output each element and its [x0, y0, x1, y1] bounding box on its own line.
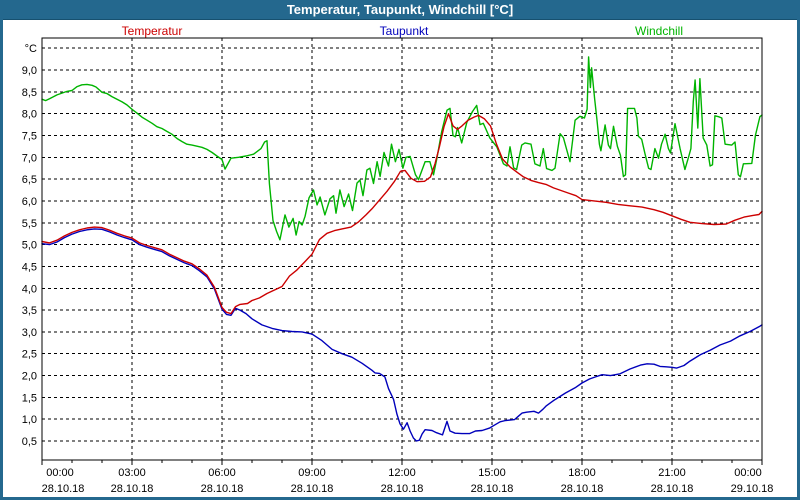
svg-text:15:00: 15:00	[478, 467, 506, 479]
svg-text:09:00: 09:00	[298, 467, 326, 479]
svg-text:2,0: 2,0	[22, 371, 37, 383]
legend-item-temperatur: Temperatur	[121, 24, 183, 38]
window-titlebar[interactable]: Temperatur, Taupunkt, Windchill [°C]	[3, 0, 797, 20]
svg-text:2,5: 2,5	[22, 349, 37, 361]
svg-text:00:00: 00:00	[46, 467, 74, 479]
svg-text:5,0: 5,0	[22, 240, 37, 252]
svg-text:21:00: 21:00	[658, 467, 686, 479]
svg-text:28.10.18: 28.10.18	[651, 483, 694, 495]
svg-text:28.10.18: 28.10.18	[561, 483, 604, 495]
svg-text:3,0: 3,0	[22, 327, 37, 339]
svg-text:0,5: 0,5	[22, 436, 37, 448]
svg-text:29.10.18: 29.10.18	[731, 483, 774, 495]
axis-layer	[41, 37, 763, 465]
svg-text:8,5: 8,5	[22, 87, 37, 99]
window-title: Temperatur, Taupunkt, Windchill [°C]	[286, 2, 514, 17]
grid-layer	[42, 38, 762, 460]
svg-text:28.10.18: 28.10.18	[471, 483, 514, 495]
legend-item-taupunkt: Taupunkt	[379, 24, 429, 38]
svg-text:5,5: 5,5	[22, 218, 37, 230]
svg-text:28.10.18: 28.10.18	[42, 483, 85, 495]
svg-text:6,5: 6,5	[22, 174, 37, 186]
svg-text:1,0: 1,0	[22, 414, 37, 426]
svg-text:6,0: 6,0	[22, 196, 37, 208]
svg-text:3,5: 3,5	[22, 305, 37, 317]
svg-text:7,5: 7,5	[22, 130, 37, 142]
svg-text:12:00: 12:00	[388, 467, 416, 479]
svg-text:4,5: 4,5	[22, 261, 37, 273]
svg-text:7,0: 7,0	[22, 152, 37, 164]
svg-text:°C: °C	[25, 43, 37, 55]
svg-text:03:00: 03:00	[118, 467, 146, 479]
svg-text:28.10.18: 28.10.18	[111, 483, 154, 495]
svg-text:9,0: 9,0	[22, 65, 37, 77]
axis-labels: °C 9,0 8,5 8,0 7,5 7,0 6,5 6,0 5,5 5,0 4,5 4,0 3,5 3,…	[22, 43, 774, 495]
svg-text:4,0: 4,0	[22, 283, 37, 295]
svg-text:28.10.18: 28.10.18	[201, 483, 244, 495]
svg-text:06:00: 06:00	[208, 467, 236, 479]
svg-text:8,0: 8,0	[22, 109, 37, 121]
svg-text:28.10.18: 28.10.18	[381, 483, 424, 495]
svg-text:18:00: 18:00	[568, 467, 596, 479]
legend-item-windchill: Windchill	[634, 24, 684, 38]
svg-text:28.10.18: 28.10.18	[291, 483, 334, 495]
svg-text:1,5: 1,5	[22, 392, 37, 404]
svg-text:00:00: 00:00	[734, 467, 762, 479]
chart-series	[41, 56, 763, 442]
